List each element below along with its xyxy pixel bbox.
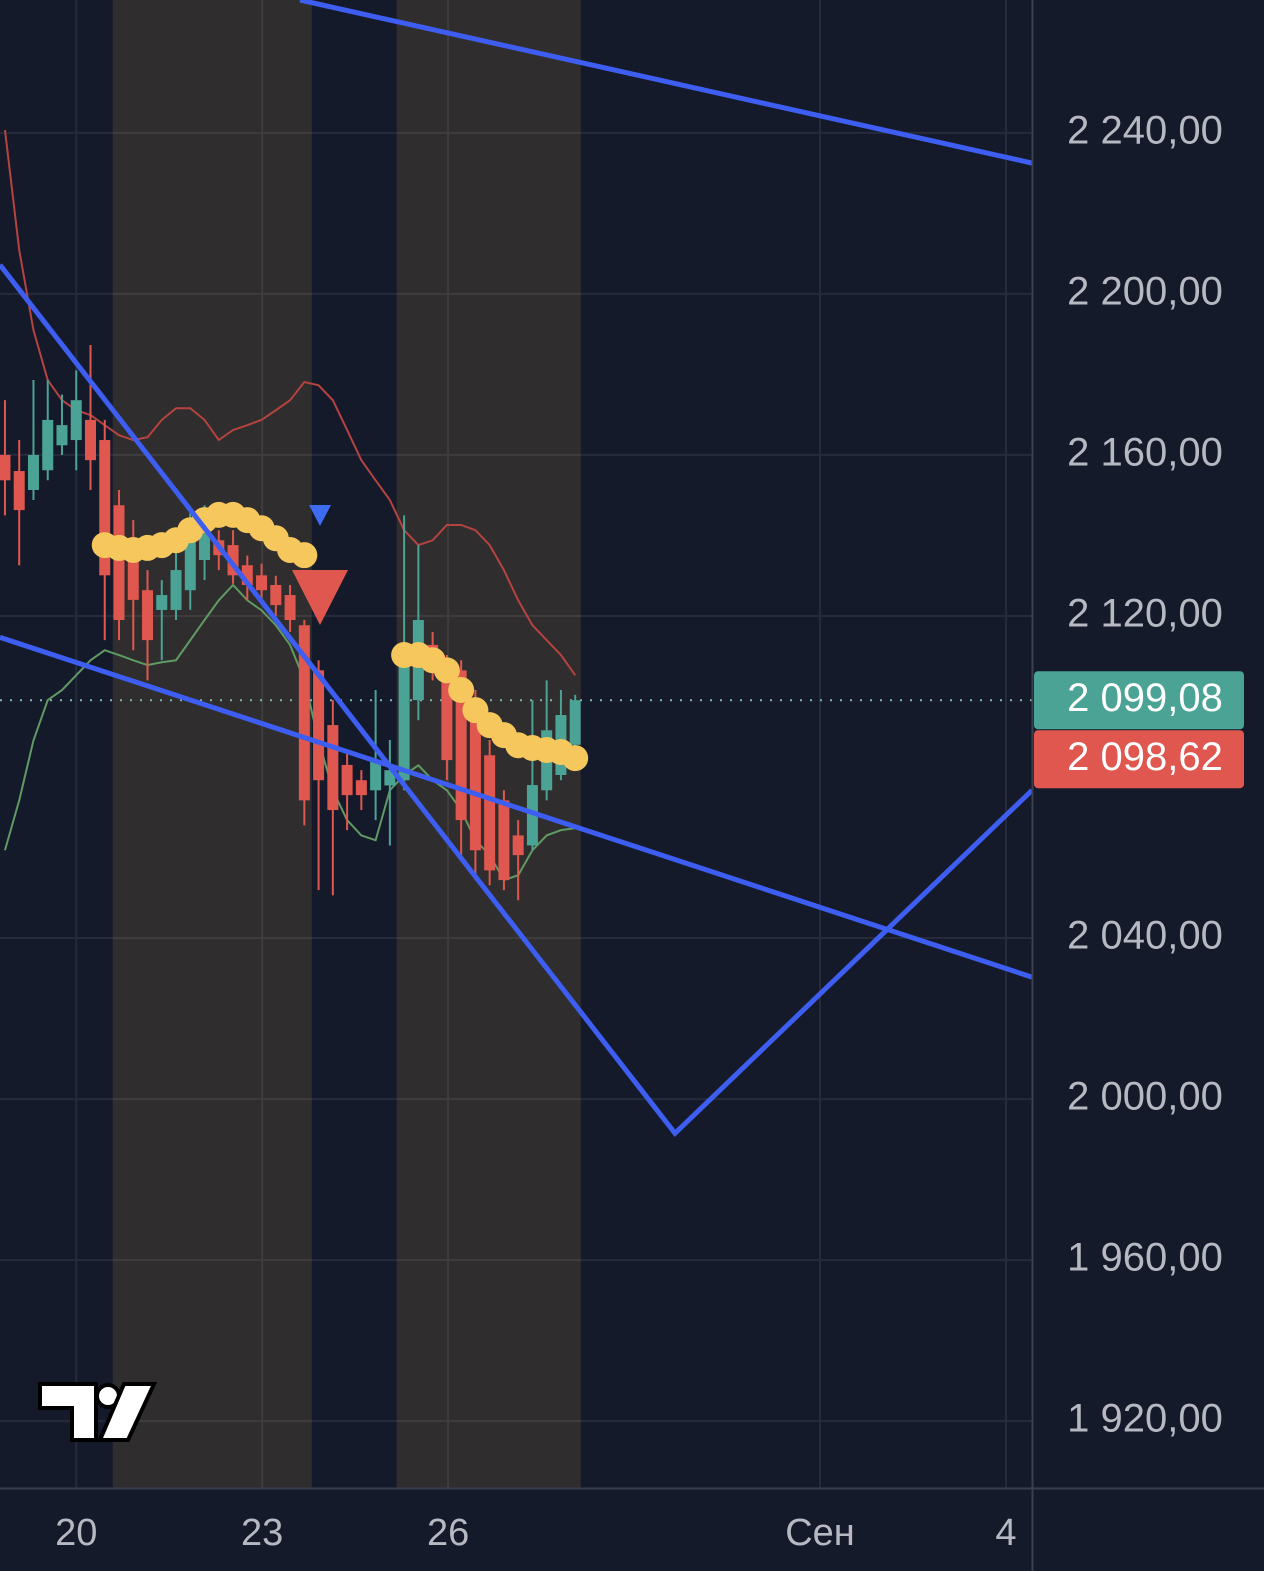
candle-body <box>441 660 453 761</box>
candle-body <box>256 575 268 591</box>
x-tick-label: 20 <box>55 1512 97 1554</box>
y-tick-label: 1 920,00 <box>1067 1397 1223 1441</box>
candle-body <box>56 425 68 446</box>
candle-body <box>569 700 581 745</box>
signal-marker <box>292 570 348 625</box>
candle-body <box>298 625 310 801</box>
price-label-box <box>1034 671 1244 730</box>
candle-body <box>241 565 253 585</box>
candle-body <box>512 835 524 856</box>
signals <box>292 505 348 625</box>
candle-body <box>455 670 467 821</box>
logo-shape <box>38 1382 98 1442</box>
candle-body <box>99 440 111 576</box>
candle-body <box>341 764 353 796</box>
candle-body <box>170 570 182 610</box>
candle-body <box>113 505 125 620</box>
logo-shape <box>96 1382 158 1442</box>
x-tick-label: 4 <box>995 1512 1016 1554</box>
candle-body <box>384 770 396 786</box>
candle-body <box>156 595 168 610</box>
axes: 1 920,00 1 960,00 2 000,00 2 040,00 2 120,00… <box>55 108 1244 1554</box>
candle-body <box>142 590 154 641</box>
candle-body <box>42 419 54 471</box>
y-tick-label: 2 040,00 <box>1067 914 1223 958</box>
candle-body <box>227 545 239 576</box>
candle-body <box>370 760 382 791</box>
trend-line <box>0 634 1032 980</box>
candle-body <box>469 700 481 851</box>
candle-body <box>13 471 25 511</box>
candle-body <box>27 454 39 490</box>
y-tick-label: 1 960,00 <box>1067 1236 1223 1280</box>
ma-dot <box>291 542 318 569</box>
plot-area <box>0 0 1032 1488</box>
ma-dot <box>433 657 460 684</box>
signal-marker <box>309 505 331 526</box>
candle-body <box>84 419 96 461</box>
candle-body <box>70 400 82 441</box>
candle-body <box>184 530 196 591</box>
x-tick-label: Сен <box>785 1512 855 1554</box>
trend-line <box>299 0 1032 166</box>
logo <box>38 1382 158 1442</box>
y-tick-label: 2 240,00 <box>1067 108 1223 152</box>
candle-body <box>270 584 282 606</box>
candle-body <box>199 510 211 561</box>
candle-body <box>498 800 510 881</box>
candle-body <box>313 670 325 781</box>
candle-body <box>0 454 11 481</box>
y-tick-label: 2 000,00 <box>1067 1075 1223 1119</box>
band-line <box>3 129 577 676</box>
x-tick-label: 26 <box>427 1512 469 1554</box>
candle-body <box>484 755 496 871</box>
candle-body <box>355 780 367 796</box>
price-label: 2 099,08 <box>1067 676 1223 720</box>
y-tick-label: 2 200,00 <box>1067 269 1223 313</box>
price-label-box <box>1034 730 1244 789</box>
candle-body <box>398 650 410 781</box>
candle-body <box>526 785 538 846</box>
session-highlight <box>112 0 312 1488</box>
ma-dot <box>448 677 475 704</box>
price-label: 2 098,62 <box>1067 735 1223 779</box>
candle-body <box>327 725 339 811</box>
trend-line <box>0 263 1032 1138</box>
candle-body <box>127 540 139 600</box>
candle-body <box>284 595 296 620</box>
x-tick-label: 23 <box>241 1512 283 1554</box>
y-tick-label: 2 120,00 <box>1067 592 1223 636</box>
y-tick-label: 2 160,00 <box>1067 430 1223 474</box>
ma-dot <box>562 745 589 772</box>
